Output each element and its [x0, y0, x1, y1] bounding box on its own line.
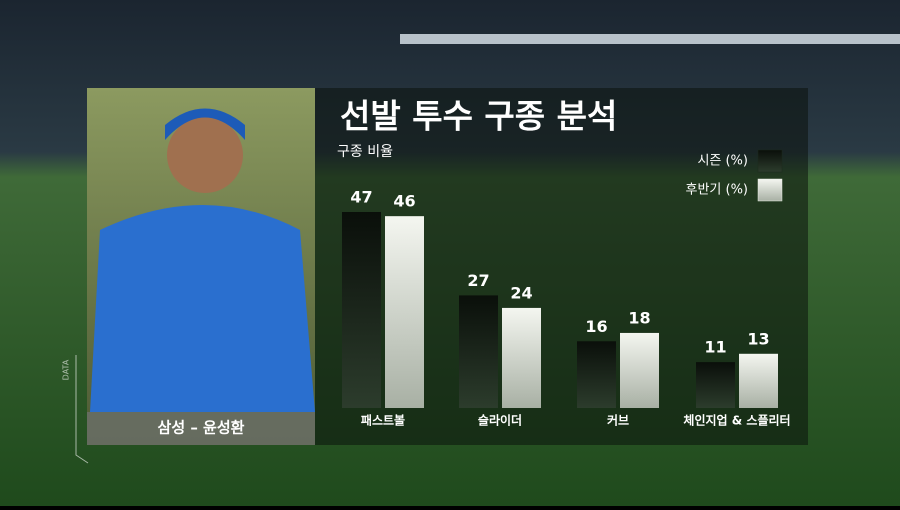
chart-subtitle: 구종 비율 [337, 144, 393, 160]
bar [620, 332, 659, 408]
value-label: 24 [510, 283, 532, 302]
legend-swatch [757, 149, 783, 173]
bar [385, 216, 424, 408]
chart: 시즌 (%) 후반기 (%) 패스트볼 47 46 슬라이더 27 24 커브 16 18 체인지업 … [342, 149, 791, 428]
player-jersey [90, 205, 315, 412]
value-label: 18 [628, 308, 650, 327]
x-tick-label: 커브 [607, 413, 629, 428]
value-label: 47 [350, 188, 372, 207]
side-label: DATA [62, 359, 71, 380]
x-tick-label: 패스트볼 [361, 414, 405, 428]
value-label: 27 [467, 271, 489, 290]
stadium-light [400, 34, 900, 44]
legend-label: 후반기 (%) [685, 183, 748, 198]
player-caption: 삼성 – 윤성환 [158, 419, 245, 437]
chart-title: 선발 투수 구종 분석 [340, 97, 617, 136]
legend-swatch [757, 178, 783, 202]
bar [696, 362, 735, 408]
x-tick-label: 슬라이더 [478, 413, 522, 428]
value-label: 16 [585, 317, 607, 336]
bar [739, 353, 778, 408]
value-label: 11 [704, 338, 726, 357]
bar [342, 212, 381, 408]
player-cap [165, 108, 245, 140]
bar [459, 295, 498, 408]
x-tick-label: 체인지업 & 스플리터 [683, 413, 790, 428]
bar [577, 341, 616, 408]
value-label: 13 [747, 329, 769, 348]
player-head [167, 117, 243, 193]
value-label: 46 [393, 192, 415, 211]
caption-bar [87, 412, 315, 445]
bar [502, 307, 541, 408]
legend-label: 시즌 (%) [697, 154, 748, 169]
side-bracket [75, 355, 89, 464]
